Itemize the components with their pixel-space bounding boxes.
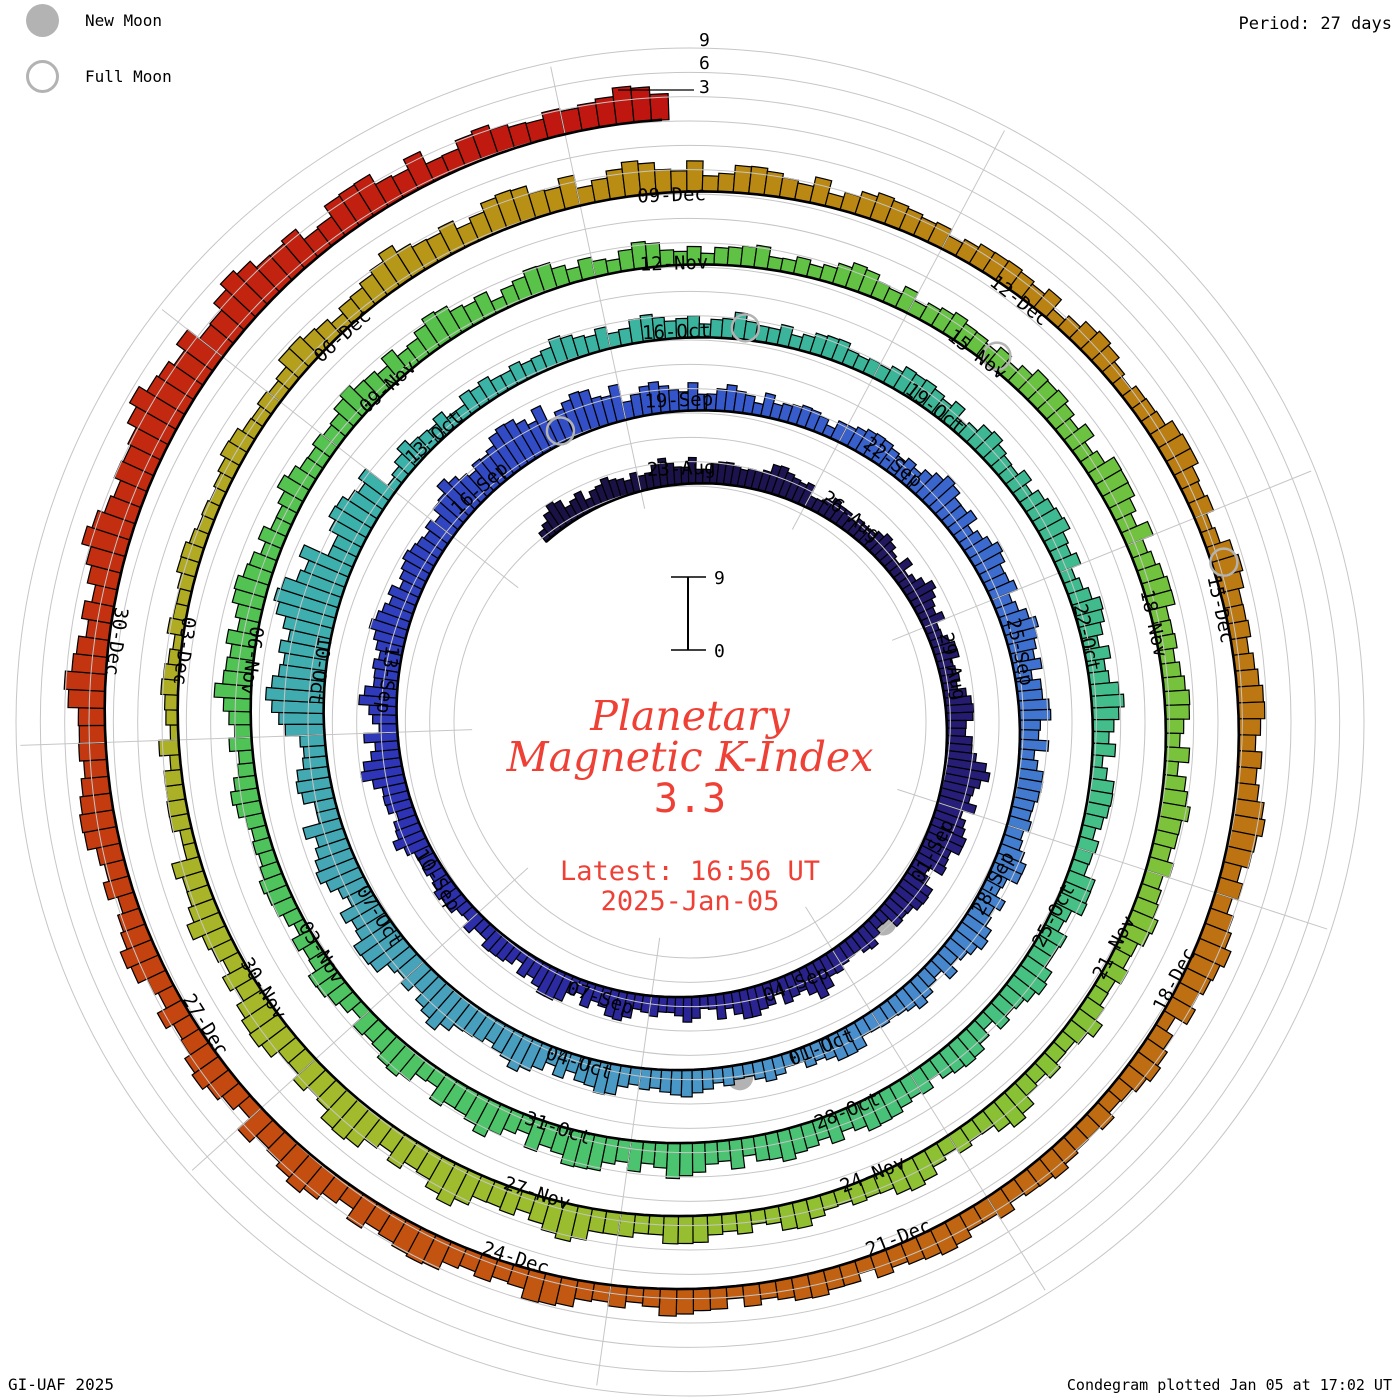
baseline-spiral xyxy=(103,118,1241,1291)
latest-time-label: Latest: 16:56 UT xyxy=(559,856,821,887)
credit-label: GI-UAF 2025 xyxy=(8,1375,114,1394)
full-moon-marker xyxy=(545,416,576,446)
date-label: 07-Sep xyxy=(564,977,636,1019)
date-label: 12-Nov xyxy=(639,251,708,275)
outer-scale-tick: 6 xyxy=(699,53,710,74)
chart-title-line2: Magnetic K-Index xyxy=(506,733,874,781)
date-label: 13-Sep xyxy=(372,644,403,715)
outer-scale-tick: 9 xyxy=(699,30,710,51)
date-label: 09-Dec xyxy=(637,183,706,207)
center-scale: 90 xyxy=(671,568,725,662)
date-label: 23-Aug xyxy=(646,457,715,481)
full-moon-marker xyxy=(982,341,1012,371)
date-label: 10-Sep xyxy=(410,845,465,915)
date-label: 16-Oct xyxy=(642,320,711,344)
center-scale-max: 9 xyxy=(714,568,725,589)
full-moon-markers xyxy=(545,313,1239,577)
legend-new-moon: New Moon xyxy=(26,4,162,37)
date-label: 01-Oct xyxy=(786,1025,858,1071)
full-moon-icon xyxy=(26,60,59,93)
full-moon-label: Full Moon xyxy=(85,67,172,86)
full-moon-marker xyxy=(730,313,761,343)
date-label: 04-Sep xyxy=(760,961,832,1007)
period-label: Period: 27 days xyxy=(1238,14,1392,34)
date-label: 19-Sep xyxy=(644,388,713,412)
outer-scale-tick: 3 xyxy=(699,77,710,98)
grid-circles xyxy=(15,47,1365,1397)
outer-scale: 3 69 xyxy=(618,30,710,98)
date-label: 22-Sep xyxy=(859,433,927,493)
full-moon-marker xyxy=(1209,547,1239,577)
current-kp-value: 3.3 xyxy=(653,776,727,822)
plotted-timestamp-label: Condegram plotted Jan 05 at 17:02 UT xyxy=(1066,1376,1392,1394)
legend-full-moon: Full Moon xyxy=(26,60,172,93)
new-moon-icon xyxy=(26,4,59,37)
center-scale-min: 0 xyxy=(714,641,725,662)
latest-date-label: 2025-Jan-05 xyxy=(600,886,780,917)
new-moon-label: New Moon xyxy=(85,11,163,30)
grid-spokes xyxy=(20,66,1328,1386)
date-label: 13-Oct xyxy=(401,406,467,468)
chart-title-line1: Planetary xyxy=(590,692,790,740)
